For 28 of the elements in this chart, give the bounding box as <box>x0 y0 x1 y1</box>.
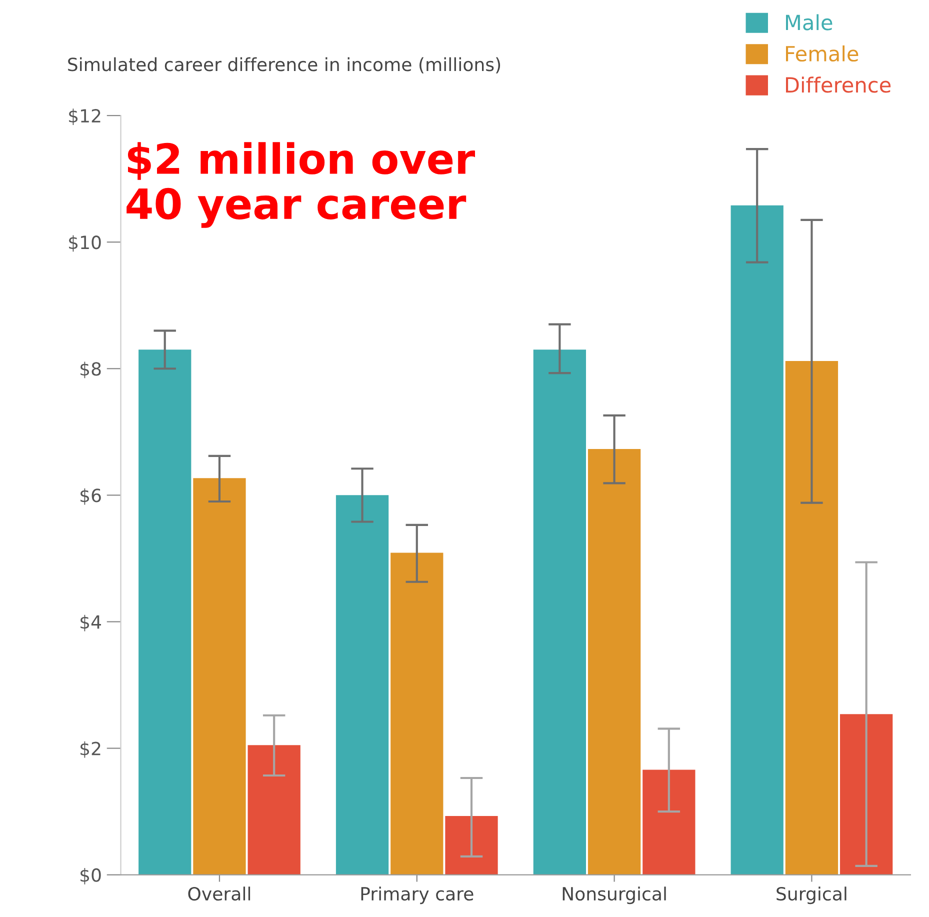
y-tick-label: $8 <box>80 362 101 378</box>
bar <box>588 448 641 875</box>
y-tick-label: $0 <box>80 868 101 884</box>
bar <box>840 714 893 875</box>
bar <box>248 745 300 875</box>
x-tick-label: Overall <box>188 886 250 901</box>
annotation: $2 million over 40 year career <box>126 142 476 228</box>
x-tick-label: Surgical <box>776 886 846 904</box>
legend-label: Difference <box>786 76 891 93</box>
chart-title: Simulated career difference in income (millions) <box>68 57 500 74</box>
bar <box>785 361 838 875</box>
y-tick-label: $6 <box>80 488 101 505</box>
bar <box>390 552 444 875</box>
x-tick-label: Nonsurgical <box>562 886 666 904</box>
y-tick-label: $2 <box>80 741 100 758</box>
y-tick-label: $12 <box>69 108 100 126</box>
y-tick-label: $10 <box>69 235 101 252</box>
bar <box>533 350 586 875</box>
bar <box>730 205 784 875</box>
legend-label: Female <box>786 45 858 62</box>
bar <box>642 770 696 875</box>
bar <box>193 478 246 875</box>
bar <box>138 350 192 875</box>
x-tick-label: Primary care <box>361 886 474 904</box>
bar <box>445 816 498 875</box>
bar <box>336 495 389 875</box>
y-tick-label: $4 <box>80 614 102 632</box>
legend-label: Male <box>786 14 832 30</box>
